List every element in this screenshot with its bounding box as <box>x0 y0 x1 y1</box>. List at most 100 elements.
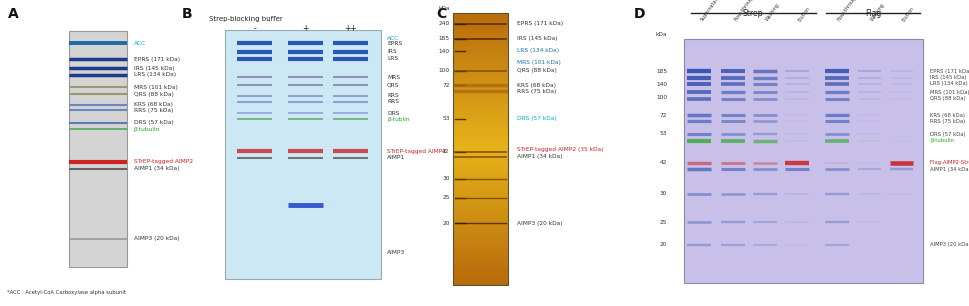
Text: 20: 20 <box>442 221 450 226</box>
Text: QRS (88 kDa): QRS (88 kDa) <box>517 68 557 73</box>
Text: KRS: KRS <box>387 93 399 98</box>
Text: AIMP1 (34 kDa): AIMP1 (34 kDa) <box>930 167 969 172</box>
Bar <box>453 136 508 139</box>
Bar <box>453 129 508 132</box>
Bar <box>453 47 508 51</box>
Text: AIMP3 (20 kDa): AIMP3 (20 kDa) <box>134 237 179 241</box>
Text: β-tubulin: β-tubulin <box>930 139 954 144</box>
Text: MRS (101 kDa): MRS (101 kDa) <box>930 90 969 95</box>
Bar <box>453 170 508 173</box>
Text: DRS: DRS <box>387 111 399 116</box>
Text: RRS: RRS <box>387 99 399 104</box>
Text: D: D <box>634 7 645 21</box>
Bar <box>453 112 508 115</box>
Bar <box>453 275 508 278</box>
Text: 72: 72 <box>442 83 450 88</box>
Bar <box>453 190 508 193</box>
Text: LRS (134 kDa): LRS (134 kDa) <box>930 81 968 86</box>
Bar <box>453 27 508 30</box>
Bar <box>453 58 508 61</box>
Bar <box>453 200 508 203</box>
Bar <box>453 224 508 227</box>
Bar <box>453 78 508 81</box>
Bar <box>453 102 508 105</box>
Bar <box>453 30 508 34</box>
Text: LRS: LRS <box>387 56 398 61</box>
Text: DRS (57 kDa): DRS (57 kDa) <box>134 120 173 125</box>
Text: C: C <box>436 7 447 21</box>
Text: 240: 240 <box>438 21 450 26</box>
Text: 53: 53 <box>442 116 450 121</box>
Bar <box>453 234 508 237</box>
Bar <box>453 68 508 71</box>
Text: QRS (88 kDa): QRS (88 kDa) <box>134 91 173 97</box>
Text: MRS: MRS <box>387 75 400 80</box>
Text: STrEP-tagged AIMP2: STrEP-tagged AIMP2 <box>134 159 193 164</box>
Bar <box>453 227 508 231</box>
Bar <box>453 13 508 17</box>
Bar <box>453 258 508 261</box>
Bar <box>453 254 508 258</box>
Bar <box>453 17 508 20</box>
Text: IRS (145 kDa): IRS (145 kDa) <box>517 36 558 41</box>
Text: 185: 185 <box>656 69 668 74</box>
Bar <box>453 91 508 95</box>
Text: kDa: kDa <box>656 32 668 37</box>
Text: DRS (57 kDa): DRS (57 kDa) <box>517 116 557 121</box>
Bar <box>453 278 508 282</box>
Text: EPRS (171 kDa): EPRS (171 kDa) <box>930 69 969 74</box>
Text: β-tubulin: β-tubulin <box>134 127 160 132</box>
Bar <box>453 81 508 85</box>
Bar <box>453 24 508 27</box>
Bar <box>453 13 508 285</box>
Text: Flag-AIMP2-Strep (35 kDa): Flag-AIMP2-Strep (35 kDa) <box>930 160 969 165</box>
Bar <box>453 85 508 88</box>
Text: AIMP1 (34 kDa): AIMP1 (34 kDa) <box>517 154 563 159</box>
Text: STrEP-tagged AIMP2 (35 kDa): STrEP-tagged AIMP2 (35 kDa) <box>517 147 604 152</box>
Text: 25: 25 <box>442 196 450 200</box>
Bar <box>453 282 508 285</box>
Text: Strep-blocking buffer: Strep-blocking buffer <box>209 16 283 22</box>
Bar <box>453 71 508 74</box>
Bar <box>453 166 508 170</box>
Text: Flow-through: Flow-through <box>837 0 860 22</box>
Text: 140: 140 <box>656 82 668 87</box>
Bar <box>453 153 508 156</box>
Text: RRS (75 kDa): RRS (75 kDa) <box>134 108 173 113</box>
Text: DRS (57 kDa): DRS (57 kDa) <box>930 132 966 137</box>
Text: Strep: Strep <box>743 9 764 18</box>
Text: IRS (145 kDa): IRS (145 kDa) <box>930 75 967 80</box>
Bar <box>453 183 508 186</box>
Bar <box>453 156 508 159</box>
Bar <box>453 108 508 112</box>
Text: MRS (101 kDa): MRS (101 kDa) <box>134 85 177 90</box>
Bar <box>453 203 508 207</box>
Bar <box>453 193 508 197</box>
Bar <box>453 197 508 200</box>
Text: 185: 185 <box>439 36 450 41</box>
Bar <box>453 122 508 125</box>
Text: *ACC : Acetyl-CoA Carboxylase alpha subunit: *ACC : Acetyl-CoA Carboxylase alpha subu… <box>7 290 126 295</box>
Bar <box>453 271 508 275</box>
Text: 100: 100 <box>656 95 668 100</box>
Bar <box>453 142 508 146</box>
Text: EPRS (171 kDa): EPRS (171 kDa) <box>134 57 180 62</box>
Bar <box>453 186 508 190</box>
Text: +: + <box>302 24 308 33</box>
Bar <box>453 74 508 78</box>
Text: STrEP-tagged AIMP2: STrEP-tagged AIMP2 <box>387 149 447 154</box>
Bar <box>453 176 508 180</box>
Bar <box>453 40 508 44</box>
Bar <box>453 146 508 149</box>
Bar <box>453 98 508 102</box>
Text: 30: 30 <box>660 191 668 196</box>
Text: KRS (68 kDa): KRS (68 kDa) <box>134 102 172 107</box>
Bar <box>453 149 508 153</box>
Bar <box>453 173 508 176</box>
Text: Washing: Washing <box>765 2 781 22</box>
Text: IRS (145 kDa): IRS (145 kDa) <box>134 66 174 71</box>
Text: AIMP3 (20 kDa): AIMP3 (20 kDa) <box>517 221 563 226</box>
Bar <box>453 139 508 142</box>
Text: Washing: Washing <box>869 2 886 22</box>
Bar <box>453 51 508 54</box>
